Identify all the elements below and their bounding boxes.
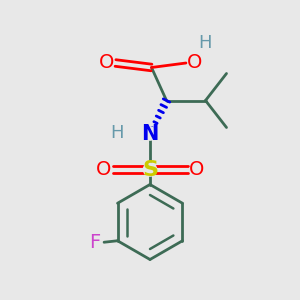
- Circle shape: [110, 127, 124, 140]
- Text: S: S: [142, 160, 158, 179]
- Text: F: F: [89, 233, 100, 252]
- Circle shape: [97, 163, 110, 176]
- Text: H: H: [110, 124, 124, 142]
- Circle shape: [188, 56, 202, 70]
- Text: N: N: [141, 124, 159, 143]
- Text: O: O: [187, 53, 203, 73]
- Circle shape: [199, 37, 212, 50]
- Text: O: O: [96, 160, 111, 179]
- Circle shape: [100, 56, 113, 70]
- Text: O: O: [189, 160, 204, 179]
- Text: H: H: [199, 34, 212, 52]
- Circle shape: [143, 127, 157, 140]
- Text: O: O: [99, 53, 114, 73]
- Circle shape: [190, 163, 203, 176]
- Circle shape: [88, 236, 102, 249]
- Circle shape: [143, 163, 157, 176]
